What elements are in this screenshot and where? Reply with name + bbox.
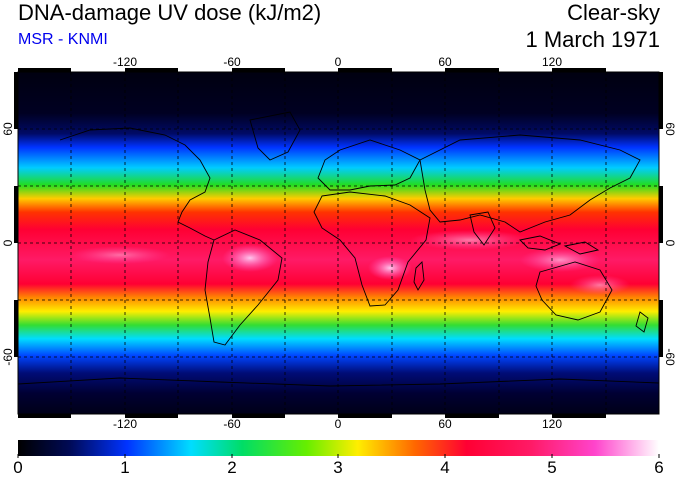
lat-tick-right: -60 [663,348,677,366]
colorbar-label: 6 [654,458,664,477]
colorbar-label: 3 [333,458,343,477]
coastlines [18,111,659,387]
colorbar [18,440,659,456]
graticule [18,72,659,414]
colorbar-ticks [17,454,660,458]
lon-tick-top: 0 [335,55,342,69]
date-label: 1 March 1971 [525,27,660,52]
source-label: MSR - KNMI [18,31,108,48]
sky-condition-label: Clear-sky [567,0,660,25]
lon-tick-bottom: 60 [438,417,452,431]
lat-tick-left: 0 [1,239,15,246]
frame-scale-bars [14,68,663,418]
lon-tick-bottom: 120 [542,417,562,431]
lon-tick-bottom: 0 [335,417,342,431]
lat-tick-left: 60 [1,122,15,136]
lat-tick-right: 60 [663,122,677,136]
lon-tick-top: 60 [438,55,452,69]
lon-tick-top: -60 [223,55,241,69]
colorbar-label: 1 [120,458,130,477]
colorbar-label: 2 [227,458,237,477]
lon-tick-bottom: -60 [223,417,241,431]
colorbar-label: 4 [440,458,450,477]
lon-tick-top: -120 [113,55,137,69]
lat-tick-right: 0 [663,240,677,247]
colorbar-label: 5 [547,458,557,477]
lon-tick-bottom: -120 [113,417,137,431]
map-title: DNA-damage UV dose (kJ/m2) [18,0,322,25]
lon-tick-top: 120 [542,55,562,69]
lat-tick-left: -60 [1,348,15,366]
colorbar-label: 0 [13,458,23,477]
